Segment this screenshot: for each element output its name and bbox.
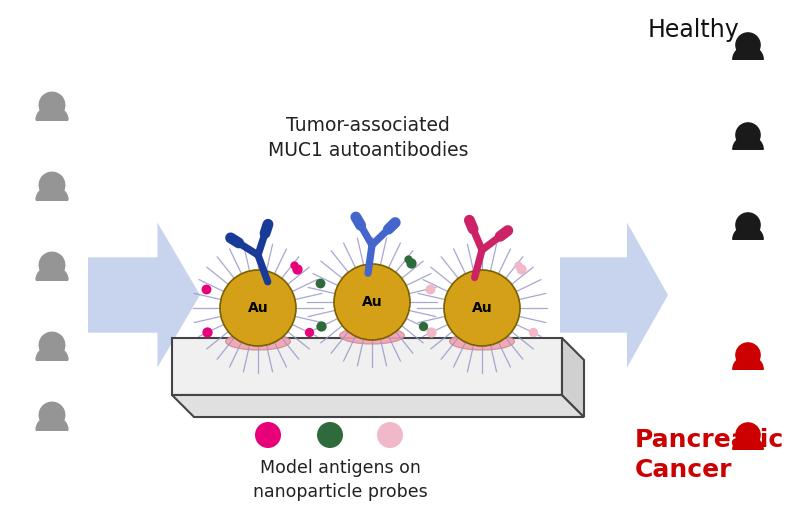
Point xyxy=(526,328,539,336)
Point xyxy=(423,285,436,293)
Circle shape xyxy=(736,33,760,57)
Text: Au: Au xyxy=(362,295,382,309)
Text: Model antigens on
nanoparticle probes: Model antigens on nanoparticle probes xyxy=(253,459,427,501)
Polygon shape xyxy=(733,226,763,239)
Circle shape xyxy=(736,213,760,237)
Polygon shape xyxy=(562,338,584,417)
Polygon shape xyxy=(36,416,68,430)
Ellipse shape xyxy=(450,333,514,350)
Text: Healthy: Healthy xyxy=(648,18,740,42)
Polygon shape xyxy=(36,186,68,200)
Polygon shape xyxy=(733,356,763,369)
Circle shape xyxy=(377,422,403,448)
Text: Au: Au xyxy=(248,301,268,315)
Circle shape xyxy=(39,402,65,428)
Polygon shape xyxy=(560,223,668,367)
Circle shape xyxy=(39,252,65,278)
Circle shape xyxy=(220,270,296,346)
Point xyxy=(302,328,315,336)
Point xyxy=(287,261,300,270)
Polygon shape xyxy=(36,346,68,360)
Point xyxy=(199,285,212,293)
Circle shape xyxy=(317,422,343,448)
Point xyxy=(423,285,436,293)
Point xyxy=(405,258,418,267)
Circle shape xyxy=(39,172,65,198)
Circle shape xyxy=(39,332,65,358)
Point xyxy=(199,285,212,293)
Text: Tumor-associated
MUC1 autoantibodies: Tumor-associated MUC1 autoantibodies xyxy=(268,116,468,160)
Polygon shape xyxy=(733,136,763,149)
Ellipse shape xyxy=(226,333,290,350)
Circle shape xyxy=(736,423,760,447)
Point xyxy=(425,328,438,336)
Point xyxy=(313,279,326,287)
Point xyxy=(511,261,524,270)
Circle shape xyxy=(444,270,520,346)
Text: Pancreatic
Cancer: Pancreatic Cancer xyxy=(635,428,784,482)
Polygon shape xyxy=(733,46,763,59)
Point xyxy=(291,264,304,273)
Polygon shape xyxy=(88,223,200,367)
Circle shape xyxy=(736,123,760,147)
Circle shape xyxy=(255,422,281,448)
Circle shape xyxy=(334,264,410,340)
Text: Au: Au xyxy=(472,301,492,315)
Polygon shape xyxy=(172,338,562,395)
Point xyxy=(313,279,326,287)
Circle shape xyxy=(39,92,65,118)
Polygon shape xyxy=(733,436,763,449)
Ellipse shape xyxy=(340,327,404,344)
Polygon shape xyxy=(36,106,68,120)
Point xyxy=(416,321,429,330)
Polygon shape xyxy=(36,266,68,280)
Point xyxy=(201,328,214,336)
Point xyxy=(402,255,414,263)
Point xyxy=(515,264,528,273)
Point xyxy=(315,321,328,330)
Circle shape xyxy=(736,343,760,367)
Polygon shape xyxy=(172,395,584,417)
